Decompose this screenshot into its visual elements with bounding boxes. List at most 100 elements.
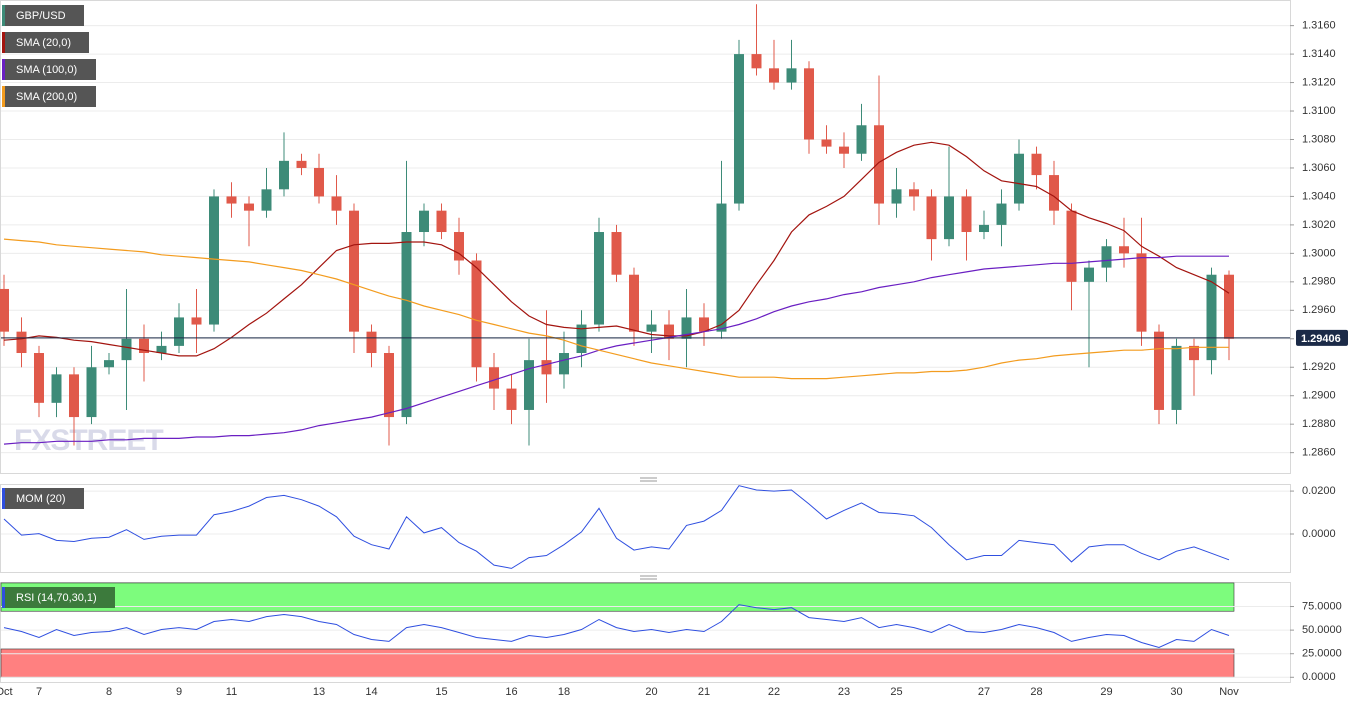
- candle-body: [1084, 267, 1094, 282]
- candle-body: [16, 331, 27, 354]
- legend-label: SMA (200,0): [16, 91, 77, 103]
- candle-body: [664, 324, 674, 339]
- x-tick-label: 18: [558, 686, 570, 698]
- candle-body: [996, 203, 1007, 225]
- candle-body: [699, 317, 709, 332]
- legend: GBP/USD SMA (20,0) SMA (100,0) SMA (200,…: [2, 5, 115, 608]
- candle-body: [0, 288, 9, 332]
- candle-body: [839, 146, 849, 154]
- x-tick-label: 22: [768, 686, 780, 698]
- candle-body: [279, 160, 289, 190]
- candle-body: [786, 68, 797, 83]
- candle-body: [261, 189, 272, 211]
- candle-body: [69, 374, 79, 418]
- candle-body: [1136, 253, 1147, 332]
- y-tick-label: 1.3000: [1302, 247, 1336, 259]
- y-tick-label: 1.2920: [1302, 361, 1336, 373]
- candle-body: [454, 232, 464, 261]
- y-tick-label: 50.0000: [1302, 624, 1342, 636]
- legend-label: RSI (14,70,30,1): [16, 592, 97, 604]
- candle-body: [139, 338, 149, 354]
- legend-label: SMA (20,0): [16, 37, 71, 49]
- x-tick-label: Nov: [1219, 686, 1239, 698]
- legend-chip: [2, 59, 96, 80]
- sma-line: [3, 238, 1229, 380]
- x-tick-label: 23: [838, 686, 850, 698]
- y-tick-label: 25.0000: [1302, 648, 1342, 660]
- candle-body: [349, 210, 359, 332]
- x-tick-label: 27: [978, 686, 990, 698]
- y-tick-label: 1.3020: [1302, 219, 1336, 231]
- x-tick-label: 21: [698, 686, 710, 698]
- candle-body: [1206, 274, 1217, 361]
- legend-chip: [2, 488, 84, 509]
- x-tick-label: 29: [1100, 686, 1112, 698]
- candle-body: [1049, 175, 1059, 211]
- candle-body: [856, 125, 867, 154]
- candle-body: [1224, 274, 1234, 339]
- y-tick-label: 1.2880: [1302, 418, 1336, 430]
- candle-body: [1014, 153, 1024, 204]
- candle-body: [86, 367, 97, 418]
- x-tick-label: 11: [226, 686, 237, 698]
- mom-panel: [0, 484, 1291, 573]
- candle-body: [226, 196, 237, 204]
- y-tick-label: 1.3120: [1302, 76, 1336, 88]
- candle-body: [1171, 345, 1182, 410]
- candle-body: [1066, 210, 1077, 282]
- candle-body: [314, 167, 324, 197]
- x-tick-label: 14: [365, 686, 377, 698]
- legend-swatch: [2, 5, 5, 26]
- legend-chip: [2, 5, 84, 26]
- y-tick-label: 1.2960: [1302, 304, 1336, 316]
- legend-label: MOM (20): [16, 493, 66, 505]
- plot: 1.28601.28801.29001.29201.29401.29601.29…: [0, 4, 1348, 698]
- candle-body: [594, 232, 604, 325]
- candle-body: [891, 189, 902, 204]
- candle-body: [944, 196, 954, 240]
- candle-body: [489, 367, 499, 389]
- candle-body: [559, 353, 569, 375]
- legend-swatch: [2, 488, 5, 509]
- candle-body: [419, 210, 429, 233]
- legend-swatch: [2, 86, 5, 107]
- candle-body: [1101, 246, 1112, 268]
- last-price-label: 1.29406: [1301, 333, 1341, 345]
- candle-body: [1189, 345, 1199, 361]
- candle-body: [926, 196, 937, 240]
- candle-body: [1154, 331, 1164, 410]
- y-tick-label: 1.3040: [1302, 190, 1336, 202]
- candle-body: [769, 68, 779, 83]
- candle-body: [716, 203, 727, 332]
- y-tick-label: 1.3080: [1302, 133, 1336, 145]
- legend-swatch: [2, 59, 5, 80]
- x-tick-label: 25: [890, 686, 902, 698]
- candle-body: [174, 317, 184, 346]
- y-tick-label: 0.0000: [1302, 528, 1336, 540]
- legend-swatch: [2, 32, 5, 53]
- candle-body: [384, 353, 394, 418]
- candle-body: [296, 160, 307, 168]
- candle-body: [909, 189, 919, 197]
- candle-body: [401, 232, 412, 418]
- x-tick-label: 15: [435, 686, 447, 698]
- candle-body: [366, 331, 377, 354]
- main-panel: [0, 0, 1291, 474]
- y-tick-label: 0.0200: [1302, 485, 1336, 497]
- x-tick-label: 30: [1170, 686, 1182, 698]
- y-tick-label: 1.2900: [1302, 390, 1336, 402]
- candle-body: [1031, 153, 1042, 176]
- candle-body: [104, 360, 114, 368]
- candle-body: [804, 68, 814, 140]
- last-price-box: [1296, 329, 1348, 346]
- candle-body: [244, 203, 254, 211]
- legend-chip: [2, 32, 89, 53]
- candle-body: [331, 196, 342, 211]
- watermark: FXSTREET: [14, 424, 163, 457]
- x-tick-label: Oct: [0, 686, 13, 698]
- legend-label: GBP/USD: [16, 10, 66, 22]
- y-tick-label: 1.2860: [1302, 447, 1336, 459]
- candle-body: [611, 232, 622, 275]
- candle-body: [629, 274, 639, 332]
